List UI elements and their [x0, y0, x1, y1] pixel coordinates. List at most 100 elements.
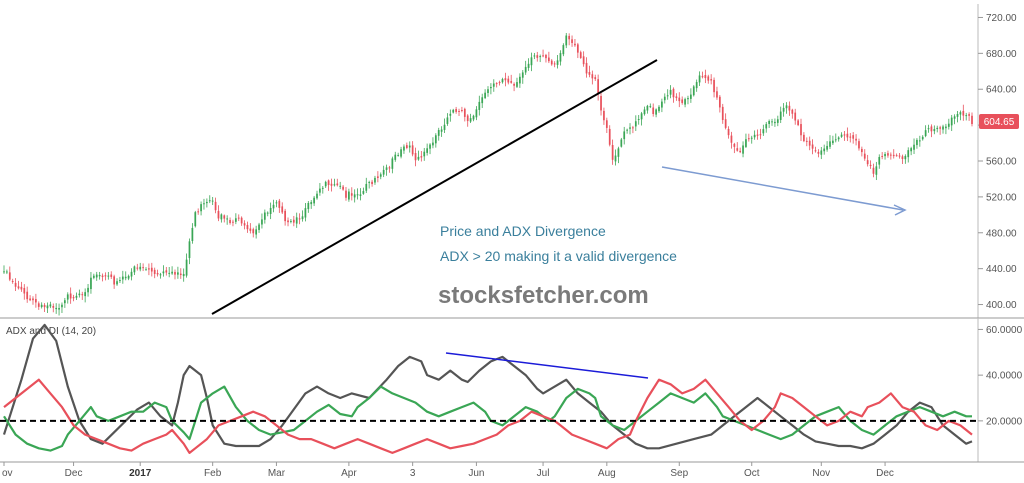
candle — [634, 115, 637, 131]
price-y-tick-label: 720.00 — [986, 13, 1017, 24]
candle — [797, 119, 799, 127]
candle — [910, 146, 913, 156]
candle — [194, 210, 197, 228]
candle — [127, 274, 130, 281]
candle — [545, 53, 547, 63]
candle — [211, 196, 214, 206]
candle — [116, 278, 118, 286]
candle — [145, 267, 147, 271]
candle — [759, 128, 762, 140]
candle — [452, 108, 455, 114]
candle — [214, 197, 217, 214]
candle — [768, 119, 770, 128]
candle — [200, 201, 202, 216]
candle — [808, 136, 811, 151]
candle — [585, 57, 588, 78]
candle — [365, 177, 368, 194]
candle — [852, 132, 855, 144]
candle — [574, 38, 576, 47]
candle — [95, 271, 98, 281]
candle — [261, 213, 263, 229]
candle — [368, 180, 371, 189]
candle — [788, 101, 791, 116]
last-price-badge — [979, 114, 1019, 129]
candle — [37, 301, 40, 310]
candle — [475, 106, 478, 121]
candle — [895, 153, 898, 157]
candle — [913, 138, 915, 155]
candle — [92, 273, 95, 280]
candle — [820, 146, 823, 160]
price-divergence-arrowhead — [893, 204, 907, 216]
candle — [727, 126, 730, 139]
candle — [252, 227, 255, 238]
candle — [701, 71, 704, 79]
candle — [736, 142, 739, 152]
x-tick-label: Feb — [204, 468, 222, 479]
candle — [182, 268, 185, 282]
candle — [379, 172, 382, 180]
candle — [887, 150, 889, 158]
adx-divergence-line — [445, 352, 649, 379]
candle — [623, 126, 626, 145]
minus-di-line — [3, 378, 973, 454]
candle — [206, 198, 208, 208]
indicator-title: ADX and DI (14, 20) — [6, 326, 96, 337]
candle — [866, 154, 869, 167]
candle — [843, 130, 846, 141]
candle — [936, 125, 939, 133]
candle — [571, 35, 573, 47]
candle — [629, 123, 631, 135]
candle — [611, 139, 614, 165]
candle — [956, 111, 959, 123]
candle — [266, 211, 269, 217]
candle — [240, 216, 243, 226]
candle — [403, 144, 405, 154]
candle — [968, 112, 970, 121]
candle — [295, 212, 298, 228]
candle — [530, 52, 533, 72]
candle — [632, 125, 634, 134]
candle — [556, 54, 559, 69]
candle — [490, 83, 492, 95]
annotation-divergence: Price and ADX Divergence — [440, 223, 606, 239]
candle — [774, 118, 776, 127]
candle — [179, 268, 182, 279]
candle — [63, 297, 66, 308]
candle — [721, 103, 724, 124]
candle — [898, 153, 901, 159]
candle — [487, 86, 489, 97]
candle — [333, 178, 336, 187]
candle — [313, 195, 315, 207]
candle — [121, 270, 124, 284]
candle — [765, 121, 768, 133]
candle — [359, 188, 362, 201]
indicator-lines — [2, 323, 973, 454]
candle — [6, 269, 8, 275]
candle — [455, 106, 457, 114]
candle — [605, 117, 608, 134]
candle — [52, 303, 55, 313]
candle — [397, 152, 400, 157]
candle — [565, 32, 568, 49]
x-tick-label: Apr — [341, 468, 357, 479]
candle — [640, 111, 643, 126]
candle — [904, 154, 907, 164]
candle — [159, 272, 162, 279]
candle — [414, 147, 417, 167]
candle — [69, 287, 72, 304]
candle — [290, 218, 292, 224]
candle — [536, 51, 539, 62]
candle — [350, 187, 353, 201]
candle — [663, 93, 666, 104]
candle — [805, 137, 808, 147]
candle — [953, 114, 956, 125]
candle — [420, 151, 423, 162]
candle — [429, 143, 431, 155]
candle — [504, 72, 507, 87]
candle — [840, 132, 843, 138]
price-y-tick-label: 520.00 — [986, 192, 1017, 203]
candle — [171, 266, 173, 275]
candle — [356, 188, 359, 200]
candle — [432, 137, 434, 149]
